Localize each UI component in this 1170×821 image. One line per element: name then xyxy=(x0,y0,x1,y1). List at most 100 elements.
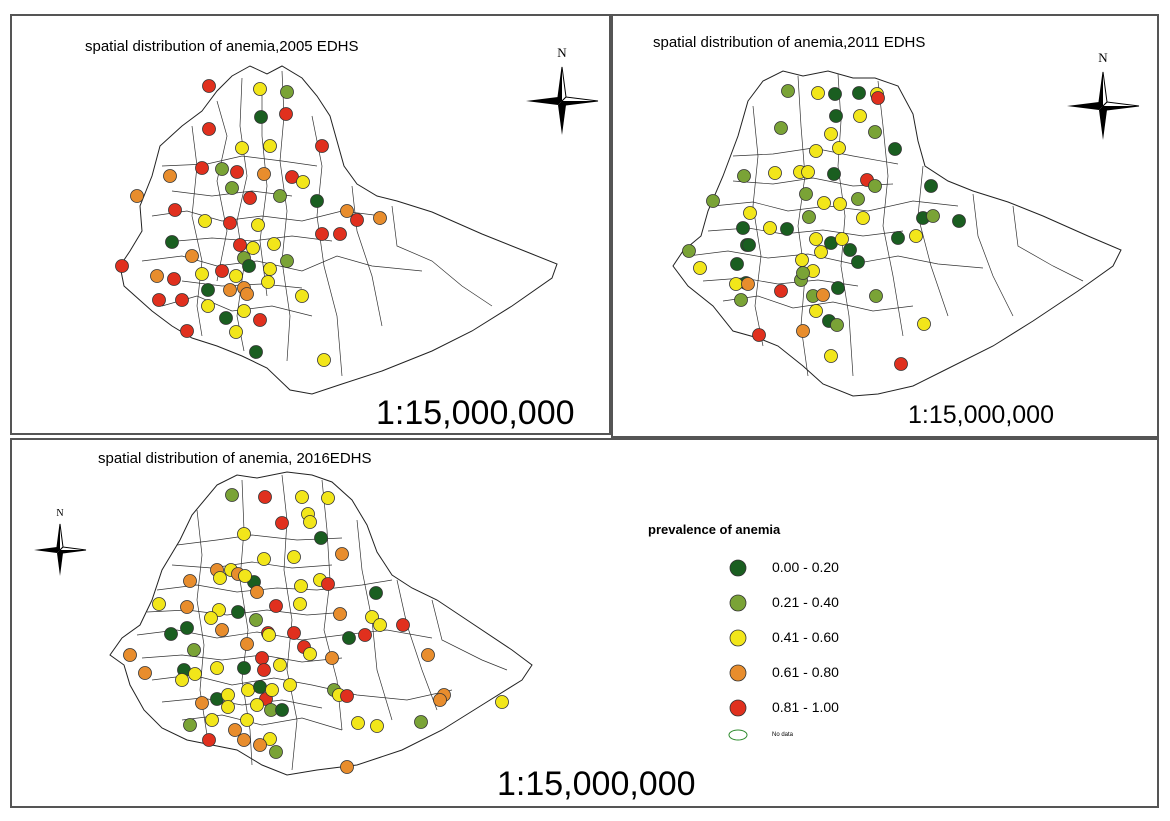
cluster-point xyxy=(742,238,756,252)
cluster-point xyxy=(321,491,335,505)
ethiopia-map xyxy=(115,65,558,395)
legend-swatch xyxy=(729,559,747,577)
cluster-point xyxy=(340,204,354,218)
cluster-point xyxy=(249,613,263,627)
cluster-point xyxy=(254,110,268,124)
cluster-point xyxy=(219,311,233,325)
cluster-point xyxy=(263,262,277,276)
cluster-point xyxy=(868,125,882,139)
panel-title: spatial distribution of anemia, 2016EDHS xyxy=(98,450,372,467)
cluster-point xyxy=(802,210,816,224)
cluster-point xyxy=(228,723,242,737)
cluster-point xyxy=(315,227,329,241)
cluster-point xyxy=(164,627,178,641)
cluster-point xyxy=(952,214,966,228)
cluster-point xyxy=(495,695,509,709)
cluster-point xyxy=(414,715,428,729)
legend-swatch xyxy=(729,629,747,647)
legend-dot-1 xyxy=(729,594,747,612)
cluster-point xyxy=(816,288,830,302)
cluster-point xyxy=(774,284,788,298)
legend-label: 0.61 - 0.80 xyxy=(772,664,839,680)
country-outline xyxy=(109,471,533,776)
cluster-point xyxy=(303,515,317,529)
cluster-point xyxy=(741,277,755,291)
cluster-point xyxy=(253,82,267,96)
cluster-point xyxy=(370,719,384,733)
cluster-point xyxy=(868,179,882,193)
cluster-point xyxy=(891,231,905,245)
cluster-points xyxy=(123,488,509,774)
cluster-point xyxy=(275,703,289,717)
cluster-point xyxy=(796,324,810,338)
cluster-point xyxy=(265,683,279,697)
cluster-point xyxy=(856,211,870,225)
cluster-point xyxy=(296,175,310,189)
cluster-point xyxy=(894,357,908,371)
cluster-point xyxy=(730,257,744,271)
cluster-point xyxy=(799,187,813,201)
legend-swatch xyxy=(728,729,748,741)
cluster-point xyxy=(351,716,365,730)
cluster-point xyxy=(737,169,751,183)
cluster-point xyxy=(205,713,219,727)
cluster-point xyxy=(280,85,294,99)
cluster-point xyxy=(279,107,293,121)
cluster-point xyxy=(198,214,212,228)
cluster-point xyxy=(253,313,267,327)
cluster-point xyxy=(801,165,815,179)
cluster-point xyxy=(257,663,271,677)
cluster-point xyxy=(809,304,823,318)
scale-label: 1:15,000,000 xyxy=(497,765,696,803)
map-panel-2016: spatial distribution of anemia, 2016EDHS… xyxy=(10,438,1159,808)
legend-label: 0.41 - 0.60 xyxy=(772,629,839,645)
cluster-point xyxy=(240,713,254,727)
ethiopia-map xyxy=(672,70,1122,397)
cluster-point xyxy=(752,328,766,342)
north-label: N xyxy=(557,45,567,60)
map-panel-2011: spatial distribution of anemia,2011 EDHS… xyxy=(611,14,1159,438)
cluster-point xyxy=(333,227,347,241)
cluster-point xyxy=(215,264,229,278)
cluster-point xyxy=(917,317,931,331)
cluster-point xyxy=(195,161,209,175)
scale-label: 1:15,000,000 xyxy=(376,394,575,432)
cluster-point xyxy=(888,142,902,156)
cluster-point xyxy=(811,86,825,100)
cluster-point xyxy=(250,698,264,712)
cluster-point xyxy=(871,91,885,105)
nodata-label: No data xyxy=(772,732,794,738)
legend-title: prevalence of anemia xyxy=(648,522,781,537)
cluster-point xyxy=(195,267,209,281)
cluster-point xyxy=(261,275,275,289)
cluster-point xyxy=(869,289,883,303)
cluster-point xyxy=(185,249,199,263)
cluster-point xyxy=(294,579,308,593)
cluster-point xyxy=(204,611,218,625)
cluster-point xyxy=(221,700,235,714)
cluster-point xyxy=(263,732,277,746)
cluster-point xyxy=(335,547,349,561)
cluster-point xyxy=(255,651,269,665)
cluster-point xyxy=(188,667,202,681)
cluster-point xyxy=(165,235,179,249)
cluster-point xyxy=(293,597,307,611)
cluster-point xyxy=(350,213,364,227)
cluster-point xyxy=(768,166,782,180)
cluster-point xyxy=(736,221,750,235)
cluster-point xyxy=(851,192,865,206)
cluster-point xyxy=(833,197,847,211)
cluster-point xyxy=(229,325,243,339)
ethiopia-map xyxy=(109,471,533,776)
cluster-point xyxy=(273,658,287,672)
legend-swatch xyxy=(729,664,747,682)
cluster-point xyxy=(852,86,866,100)
legend-dot-0 xyxy=(729,559,747,577)
cluster-point xyxy=(183,718,197,732)
cluster-point xyxy=(774,121,788,135)
cluster-point xyxy=(396,618,410,632)
cluster-point xyxy=(246,241,260,255)
legend-label: 0.21 - 0.40 xyxy=(772,594,839,610)
cluster-point xyxy=(251,218,265,232)
cluster-point xyxy=(123,648,137,662)
